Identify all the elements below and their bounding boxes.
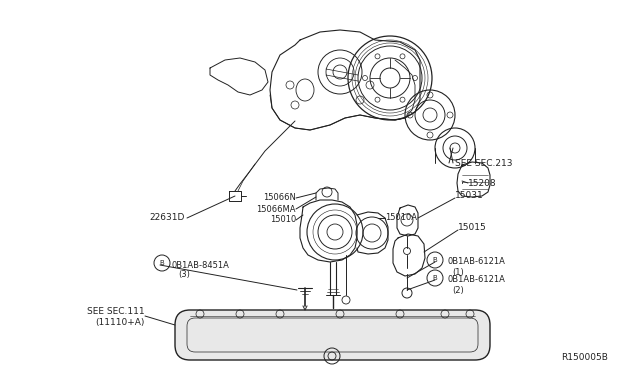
Text: SEE SEC.213: SEE SEC.213: [455, 158, 513, 167]
Text: (11110+A): (11110+A): [95, 318, 145, 327]
Text: 0B1AB-6121A: 0B1AB-6121A: [447, 276, 505, 285]
Text: 15031: 15031: [455, 192, 484, 201]
Text: 0B1AB-6121A: 0B1AB-6121A: [447, 257, 505, 266]
Text: B: B: [433, 275, 437, 281]
Text: (3): (3): [178, 270, 190, 279]
Text: B: B: [433, 257, 437, 263]
Text: 15066N: 15066N: [263, 193, 296, 202]
Text: B: B: [159, 260, 164, 266]
Text: 15208: 15208: [468, 179, 497, 187]
Text: 15010A: 15010A: [385, 214, 417, 222]
Text: R150005B: R150005B: [561, 353, 608, 362]
Text: (1): (1): [452, 267, 464, 276]
Text: 22631D: 22631D: [150, 214, 185, 222]
Text: (2): (2): [452, 285, 464, 295]
Text: 15015: 15015: [458, 224, 487, 232]
FancyBboxPatch shape: [175, 310, 490, 360]
Text: 0B1AB-8451A: 0B1AB-8451A: [172, 260, 230, 269]
Text: 15066MA: 15066MA: [257, 205, 296, 214]
Text: SEE SEC.111: SEE SEC.111: [88, 308, 145, 317]
Text: 15010: 15010: [269, 215, 296, 224]
